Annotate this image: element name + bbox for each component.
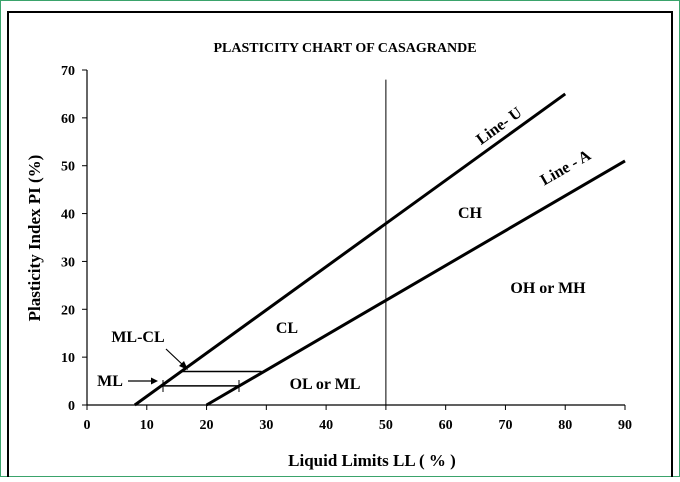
y-tick-label: 50 (61, 160, 75, 175)
x-tick-label: 70 (498, 418, 512, 433)
arrow (165, 348, 185, 367)
y-tick-label: 60 (61, 112, 75, 127)
x-axis-label: Liquid Limits LL ( % ) (288, 451, 456, 470)
x-tick-label: 50 (379, 418, 393, 433)
series-line (205, 159, 626, 407)
x-tick-label: 10 (140, 418, 154, 433)
annotation: CH (458, 205, 483, 222)
x-tick-label: 20 (200, 418, 214, 433)
annotation: OH or MH (510, 280, 586, 297)
x-tick-label: 80 (558, 418, 572, 433)
x-tick-label: 40 (319, 418, 333, 433)
annotation: ML (97, 373, 123, 390)
x-tick-label: 90 (618, 418, 632, 433)
x-tick-label: 30 (259, 418, 273, 433)
y-tick-label: 0 (68, 399, 75, 414)
x-tick-label: 60 (439, 418, 453, 433)
annotation: OL or ML (290, 376, 361, 393)
annotation: CL (276, 320, 298, 337)
arrow-head (151, 377, 158, 385)
y-tick-label: 10 (61, 351, 75, 366)
y-tick-label: 30 (61, 255, 75, 270)
y-tick-label: 40 (61, 208, 75, 223)
chart-title: PLASTICITY CHART OF CASAGRANDE (213, 41, 476, 56)
y-tick-label: 70 (61, 64, 75, 79)
y-tick-label: 20 (61, 303, 75, 318)
annotation: ML-CL (111, 329, 164, 346)
y-axis-label: Plasticity Index PI (%) (25, 155, 44, 322)
x-tick-label: 0 (84, 418, 91, 433)
series-line (133, 92, 567, 407)
frame (7, 11, 673, 482)
